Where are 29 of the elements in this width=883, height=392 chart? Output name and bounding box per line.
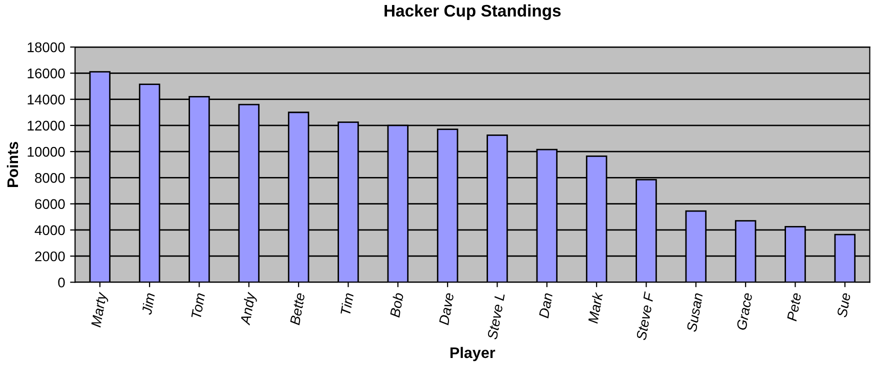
y-tick-label: 6000 [35, 199, 65, 210]
x-tick-label: Mark [588, 291, 604, 324]
x-tick-label: Dan [538, 292, 553, 318]
x-tick-label: Sue [836, 292, 851, 318]
y-tick-label: 14000 [28, 94, 65, 104]
x-axis-title: Player [450, 346, 496, 362]
x-tick-label: Bob [389, 292, 404, 318]
y-axis-title: Points [6, 142, 18, 187]
chart-title: Hacker Cup Standings [384, 4, 561, 20]
x-tick-label: Bette [290, 292, 305, 326]
y-tick-label: 4000 [34, 225, 65, 236]
y-tick-label: 16000 [28, 68, 65, 78]
x-tick-label: Steve L [487, 292, 505, 340]
x-tick-label: Tim [340, 292, 354, 316]
x-tick-label: Grace [736, 292, 752, 330]
y-tick-label: 0 [58, 278, 65, 288]
y-tick-label: 18000 [28, 42, 65, 52]
x-tick-label: Pete [786, 292, 802, 322]
x-tick-label: Andy [240, 291, 258, 326]
x-tick-label: Steve F [636, 291, 654, 340]
x-tick-label: Susan [686, 292, 703, 332]
y-tick-label: 8000 [35, 173, 65, 183]
y-tick-label: 10000 [28, 146, 65, 157]
y-tick-label: 2000 [35, 251, 65, 262]
x-tick-label: Jim [141, 292, 155, 316]
x-tick-label: Tom [191, 292, 206, 319]
y-tick-label: 12000 [28, 120, 65, 131]
x-tick-label: Marty [91, 291, 110, 328]
x-tick-label: Dave [438, 292, 454, 326]
